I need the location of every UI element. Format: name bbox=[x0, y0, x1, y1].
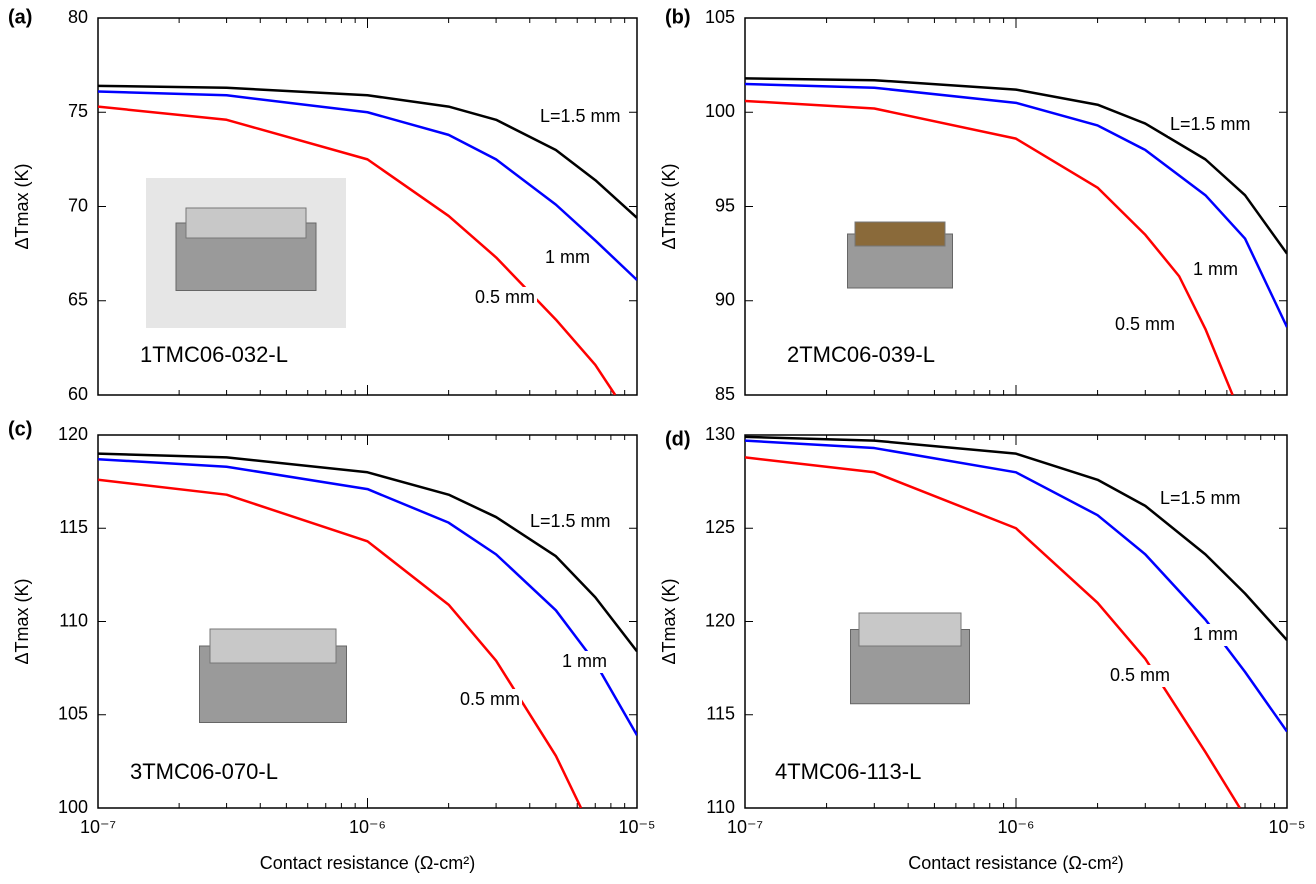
y-tick-label: 85 bbox=[715, 384, 735, 404]
panel-label: (d) bbox=[665, 428, 691, 450]
panel-label: (c) bbox=[8, 418, 32, 440]
y-axis-label: ΔTmax (K) bbox=[12, 163, 32, 249]
y-tick-label: 75 bbox=[68, 101, 88, 121]
module-name: 1TMC06-032-L bbox=[140, 342, 288, 367]
series-label: 1 mm bbox=[562, 651, 607, 671]
y-tick-label: 110 bbox=[59, 610, 88, 630]
y-tick-label: 120 bbox=[58, 424, 88, 444]
panel-label: (a) bbox=[8, 6, 32, 28]
x-tick-label: 10⁻⁵ bbox=[619, 817, 656, 837]
photo-top bbox=[855, 222, 945, 246]
photo-top bbox=[186, 208, 306, 238]
y-axis-label: ΔTmax (K) bbox=[12, 578, 32, 664]
series-label: L=1.5 mm bbox=[1170, 114, 1251, 134]
series-label: 0.5 mm bbox=[1115, 314, 1175, 334]
series-label: L=1.5 mm bbox=[540, 106, 621, 126]
x-axis-label: Contact resistance (Ω-cm²) bbox=[260, 853, 476, 873]
y-axis-label: ΔTmax (K) bbox=[659, 578, 679, 664]
module-name: 3TMC06-070-L bbox=[130, 759, 278, 784]
series-label: 1 mm bbox=[545, 247, 590, 267]
series-label: L=1.5 mm bbox=[530, 511, 611, 531]
y-tick-label: 130 bbox=[705, 424, 735, 444]
y-tick-label: 120 bbox=[705, 610, 735, 630]
series-label: 1 mm bbox=[1193, 259, 1238, 279]
y-tick-label: 95 bbox=[715, 195, 735, 215]
panel-label: (b) bbox=[665, 6, 691, 28]
x-tick-label: 10⁻⁷ bbox=[80, 817, 116, 837]
y-tick-label: 105 bbox=[705, 7, 735, 27]
y-tick-label: 110 bbox=[706, 797, 735, 817]
y-tick-label: 105 bbox=[58, 704, 88, 724]
module-name: 4TMC06-113-L bbox=[775, 759, 921, 784]
x-tick-label: 10⁻⁵ bbox=[1269, 817, 1306, 837]
y-tick-label: 80 bbox=[68, 7, 88, 27]
series-label: L=1.5 mm bbox=[1160, 488, 1241, 508]
chart: 60 65 70 75 80 L=1.5 mm 1 mm 0.5 mm 1TMC06-032-L… bbox=[0, 0, 1316, 884]
x-tick-label: 10⁻⁶ bbox=[349, 817, 386, 837]
x-tick-label: 10⁻⁷ bbox=[727, 817, 763, 837]
y-tick-label: 100 bbox=[58, 797, 88, 817]
module-name: 2TMC06-039-L bbox=[787, 342, 935, 367]
photo-top bbox=[859, 613, 961, 646]
x-axis-label: Contact resistance (Ω-cm²) bbox=[908, 853, 1124, 873]
y-tick-label: 125 bbox=[705, 517, 735, 537]
y-tick-label: 100 bbox=[705, 101, 735, 121]
x-tick-label: 10⁻⁶ bbox=[998, 817, 1035, 837]
series-label: 1 mm bbox=[1193, 624, 1238, 644]
series-label: 0.5 mm bbox=[1110, 665, 1170, 685]
y-tick-label: 115 bbox=[59, 517, 88, 537]
series-label: 0.5 mm bbox=[475, 287, 535, 307]
series-label: 0.5 mm bbox=[460, 689, 520, 709]
y-axis-label: ΔTmax (K) bbox=[659, 163, 679, 249]
y-tick-label: 115 bbox=[706, 704, 735, 724]
y-tick-label: 90 bbox=[715, 290, 735, 310]
y-tick-label: 65 bbox=[68, 290, 88, 310]
y-tick-label: 60 bbox=[68, 384, 88, 404]
y-tick-label: 70 bbox=[68, 195, 88, 215]
photo-top bbox=[210, 629, 336, 663]
